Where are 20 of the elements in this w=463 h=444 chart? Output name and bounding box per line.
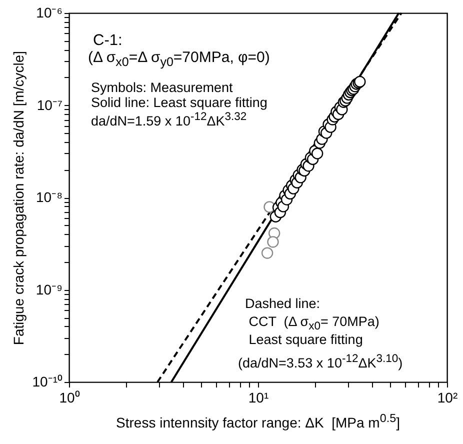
annotation: Symbols: Measurement [91,80,233,95]
y-axis-title: Fatigue crack propagation rate: da/dN [m/cycle] [10,50,26,346]
annotation: CCT (Δ σ$_{x0}$= 70MPa) [248,314,380,333]
annotation: C-1: [93,32,122,49]
y-tick-label: 10⁻⁷ [36,96,62,113]
annotation: Solid line: Least square fitting [91,95,268,110]
point [311,148,324,160]
annotation: (Δ σ$_{x0}$=Δ σ$_{y0}$=70MPa, φ=0) [88,49,270,70]
annotation: da/dN=1.59 x 10$^{-12}$ΔK$^{3.32}$ [91,110,247,128]
x-tick-label: 10¹ [248,390,269,406]
x-axis-title: Stress intennsity factor range: ΔK [MPa m$^{0.5}$] [116,412,400,431]
y-tick-label: 10⁻⁶ [36,4,62,20]
y-tick-label: 10⁻¹⁰ [32,374,62,390]
y-tick-label: 10⁻⁸ [36,189,63,205]
annotation: (da/dN=3.53 x 10$^{-12}$ΔK$^{3.10}$) [238,352,403,370]
x-tick-label: 10² [437,390,458,406]
annotation: Dashed line: [245,296,320,311]
annotation: Least square fitting [248,332,363,347]
y-tick-label: 10⁻⁹ [36,281,62,298]
x-tick-label: 10⁰ [59,390,80,406]
